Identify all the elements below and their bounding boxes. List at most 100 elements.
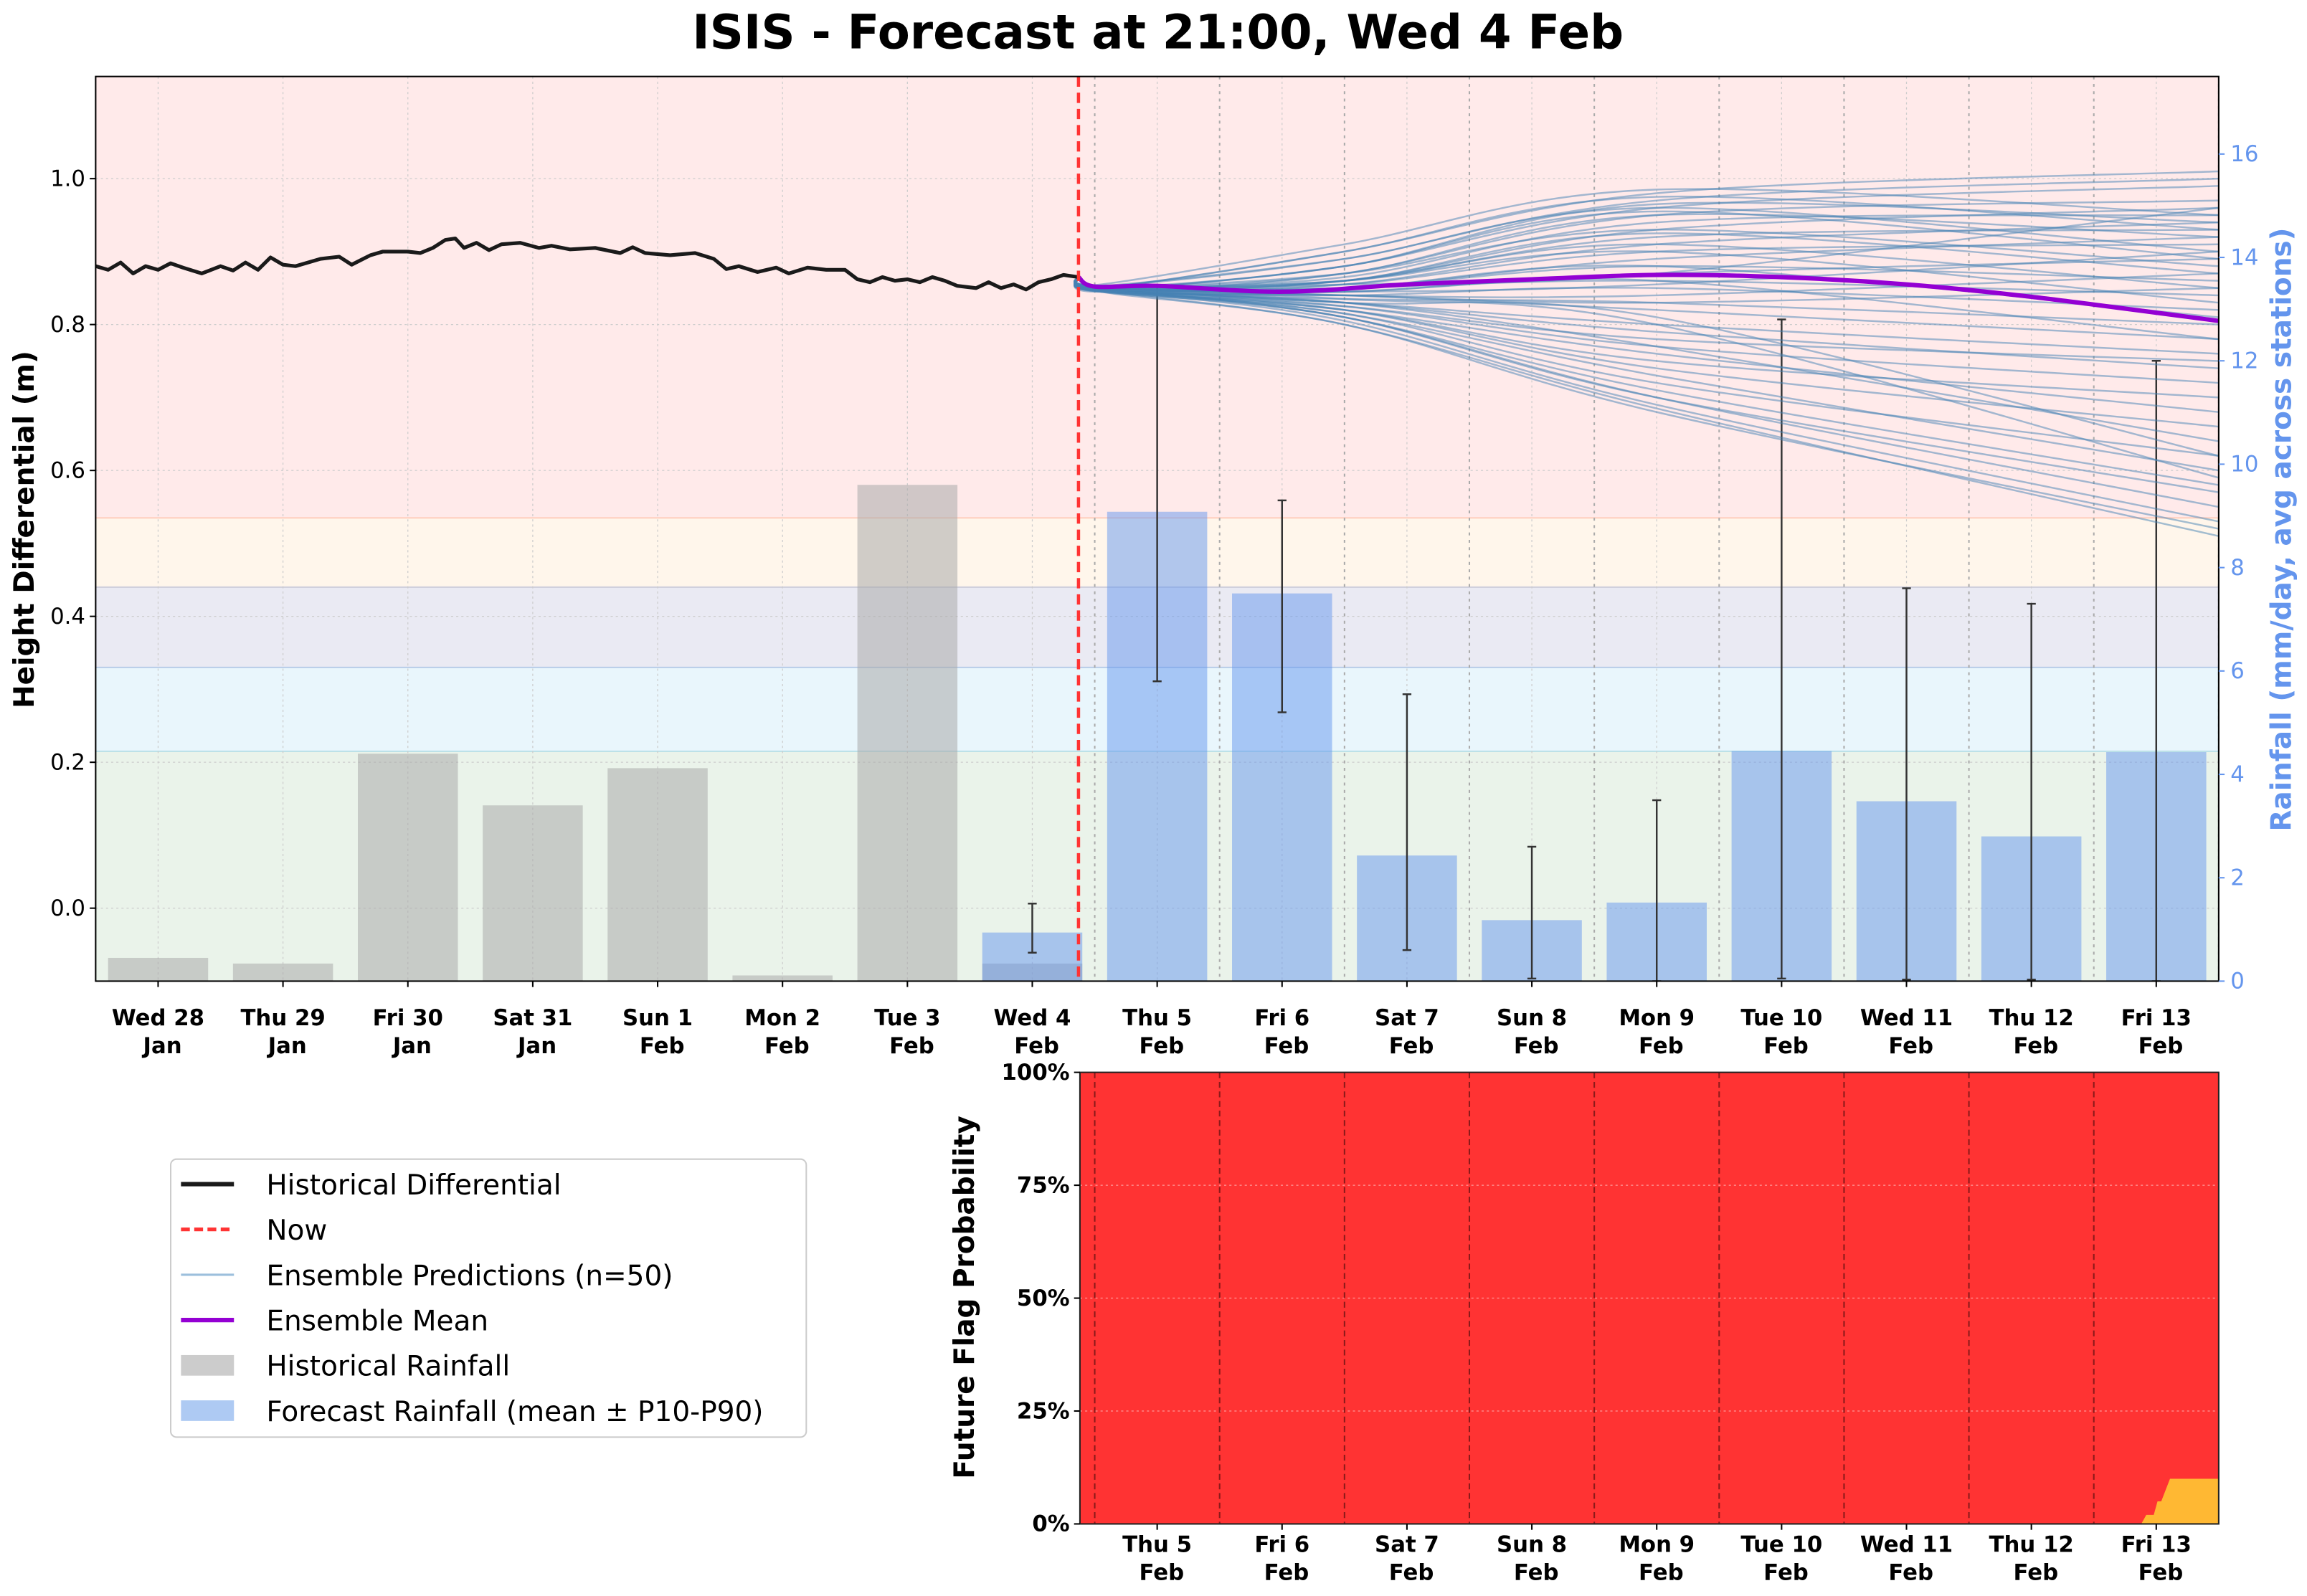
x-tick-label: Feb: [1014, 1033, 1059, 1059]
historical-rainfall-bar: [483, 805, 583, 982]
y-tick-label: 0.6: [50, 457, 85, 483]
x-tick-label: Jan: [392, 1033, 432, 1059]
x-tick-label: Feb: [640, 1033, 685, 1059]
x-tick-label: Thu 5: [1122, 1005, 1192, 1031]
x-tick-label: Feb: [1639, 1559, 1684, 1585]
x-tick-label: Feb: [1639, 1033, 1684, 1059]
y2-tick-label: 12: [2230, 348, 2258, 374]
historical-rainfall-bar: [857, 485, 958, 982]
y2-axis-label: Rainfall (mm/day, avg across stations): [2265, 228, 2298, 832]
legend: Historical Differential Now Ensemble Predi…: [169, 1158, 807, 1438]
x-tick-label: Wed 11: [1860, 1005, 1953, 1031]
x-tick-label: Tue 10: [1740, 1531, 1822, 1557]
x-tick-label: Fri 13: [2121, 1005, 2192, 1031]
x-tick-label: Feb: [1763, 1033, 1809, 1059]
x-tick-label: Sat 31: [493, 1005, 572, 1031]
y-tick-label: 0.8: [50, 312, 85, 338]
y2-tick-label: 0: [2230, 969, 2245, 994]
x-tick-label: Feb: [1888, 1033, 1933, 1059]
y-tick-label: 0.2: [50, 749, 85, 775]
x-tick-label: Fri 13: [2121, 1531, 2192, 1557]
x-tick-label: Feb: [1139, 1559, 1184, 1585]
x-tick-label: Thu 5: [1122, 1531, 1192, 1557]
x-tick-label: Feb: [1514, 1559, 1559, 1585]
x-tick-label: Fri 6: [1254, 1531, 1309, 1557]
y2-tick-label: 2: [2230, 865, 2245, 890]
x-tick-label: Mon 2: [744, 1005, 820, 1031]
x-tick-label: Sat 7: [1375, 1531, 1439, 1557]
ensemble-mean-line: [1076, 272, 2219, 323]
y2-tick-label: 6: [2230, 658, 2245, 684]
x-tick-label: Wed 11: [1860, 1531, 1953, 1557]
legend-label-ensemble-predictions: Ensemble Predictions (n=50): [266, 1260, 673, 1292]
y2-tick-label: 14: [2230, 244, 2258, 270]
y-tick-label: 100%: [1002, 1060, 1070, 1086]
x-tick-label: Feb: [1139, 1033, 1184, 1059]
legend-handle-forecast-rainfall: [181, 1400, 235, 1421]
y2-tick-label: 16: [2230, 141, 2258, 167]
x-tick-label: Feb: [2013, 1033, 2058, 1059]
historical-rainfall-bar: [108, 957, 209, 982]
y2-tick-label: 4: [2230, 761, 2245, 787]
y2-tick-label: 8: [2230, 555, 2245, 581]
x-tick-label: Thu 12: [1989, 1005, 2073, 1031]
legend-label-forecast-rainfall: Forecast Rainfall (mean ± P10-P90): [266, 1396, 763, 1428]
historical-rainfall-bar: [357, 754, 458, 982]
x-tick-label: Thu 29: [240, 1005, 325, 1031]
y-axis-label: Height Differential (m): [9, 351, 41, 708]
x-tick-label: Sun 8: [1497, 1005, 1567, 1031]
x-tick-label: Feb: [2138, 1033, 2184, 1059]
x-tick-label: Feb: [1763, 1559, 1809, 1585]
x-tick-label: Jan: [516, 1033, 556, 1059]
legend-label-historical-rainfall: Historical Rainfall: [266, 1351, 510, 1383]
x-tick-label: Fri 6: [1254, 1005, 1309, 1031]
x-tick-label: Feb: [1264, 1559, 1309, 1585]
x-tick-label: Wed 4: [994, 1005, 1071, 1031]
legend-box: [169, 1158, 807, 1438]
x-tick-label: Fri 30: [373, 1005, 443, 1031]
x-tick-label: Mon 9: [1619, 1531, 1695, 1557]
x-tick-label: Feb: [2013, 1559, 2058, 1585]
x-tick-label: Tue 10: [1740, 1005, 1822, 1031]
y-tick-label: 75%: [1017, 1172, 1070, 1198]
y-tick-label: 25%: [1017, 1398, 1070, 1424]
x-tick-label: Feb: [2138, 1559, 2184, 1585]
y-tick-label: 0%: [1032, 1511, 1069, 1537]
historical-rainfall-bar: [607, 768, 708, 982]
historical-rainfall-bar: [232, 963, 333, 982]
x-tick-label: Sun 1: [622, 1005, 693, 1031]
x-tick-label: Sun 8: [1497, 1531, 1567, 1557]
y-tick-label: 0.0: [50, 896, 85, 921]
x-tick-label: Feb: [1888, 1559, 1933, 1585]
legend-label-now: Now: [266, 1215, 327, 1247]
plot-area: [95, 76, 2219, 982]
historical-rainfall-bar: [732, 975, 833, 982]
x-tick-label: Wed 28: [112, 1005, 204, 1031]
y-tick-label: 0.4: [50, 604, 85, 630]
x-tick-label: Feb: [889, 1033, 934, 1059]
x-tick-label: Feb: [1389, 1559, 1434, 1585]
x-tick-label: Jan: [267, 1033, 307, 1059]
legend-label-ensemble-mean: Ensemble Mean: [266, 1305, 488, 1337]
y2-tick-label: 10: [2230, 452, 2258, 478]
legend-label-historical-differential: Historical Differential: [266, 1169, 561, 1202]
legend-handle-historical-rainfall: [181, 1354, 235, 1376]
y-axis-label: Future Flag Probability: [949, 1116, 981, 1478]
height-rainfall-chart: 0.0 0.2 0.4 0.6 0.8 1.0 0 2 4 6 8 10 12 14 16 Wed 28 Jan…: [9, 75, 2298, 1059]
x-tick-label: Feb: [1514, 1033, 1559, 1059]
x-tick-label: Thu 12: [1989, 1531, 2073, 1557]
chart-title: ISIS - Forecast at 21:00, Wed 4 Feb: [692, 6, 1624, 60]
x-tick-label: Sat 7: [1375, 1005, 1439, 1031]
x-tick-label: Feb: [1264, 1033, 1309, 1059]
historical-differential-line: [95, 237, 1079, 292]
x-tick-label: Feb: [1389, 1033, 1434, 1059]
x-tick-label: Tue 3: [874, 1005, 941, 1031]
x-tick-label: Feb: [764, 1033, 810, 1059]
ensemble-member-line: [1074, 276, 2219, 530]
x-tick-label: Mon 9: [1619, 1005, 1695, 1031]
ensemble-member-line: [1074, 276, 2219, 304]
y-tick-label: 1.0: [50, 166, 85, 191]
ensemble-member-line: [1074, 188, 2219, 287]
